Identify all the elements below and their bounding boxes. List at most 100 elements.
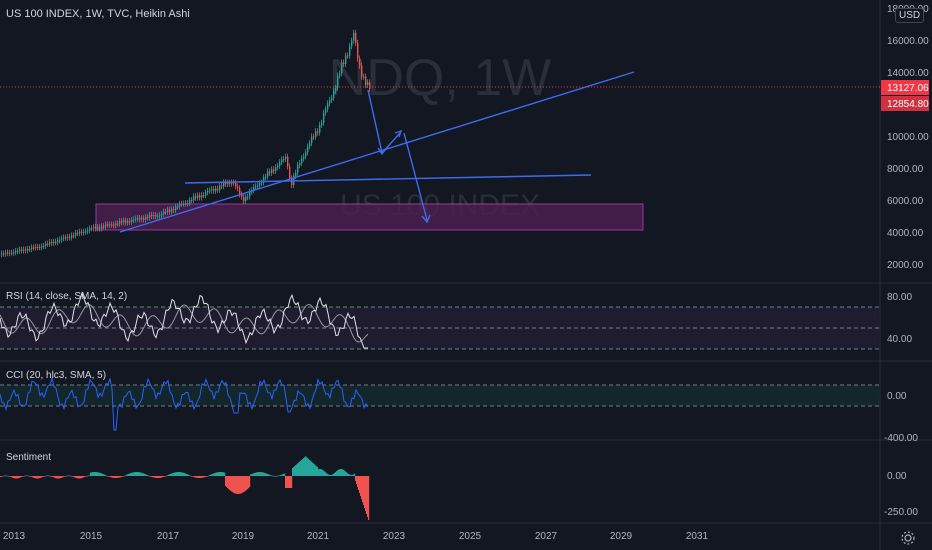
candle-body — [77, 232, 79, 234]
candle-body — [73, 235, 75, 237]
sentiment-bar — [81, 476, 83, 479]
sentiment-bar — [5, 475, 7, 477]
candle-body — [7, 252, 9, 254]
candle-body — [317, 131, 319, 133]
sentiment-legend[interactable]: Sentiment — [6, 452, 52, 463]
candle-body — [105, 224, 107, 227]
horizontal-trendline[interactable] — [184, 174, 592, 184]
sentiment-bar — [316, 466, 318, 476]
sentiment-bar — [60, 476, 62, 479]
sentiment-bar — [90, 472, 92, 476]
sentiment-bar — [216, 472, 218, 476]
sentiment-bar — [197, 476, 199, 478]
sentiment-bar — [78, 476, 80, 479]
sentiment-bar — [125, 475, 127, 476]
sentiment-bar — [242, 476, 244, 493]
sentiment-bar — [89, 475, 91, 477]
price-axis-label: 2000.00 — [887, 260, 924, 271]
currency-button[interactable]: USD — [895, 8, 925, 23]
sentiment-bar — [135, 472, 137, 476]
candle-body — [313, 136, 315, 138]
candle-body — [363, 76, 365, 78]
sentiment-bar — [362, 476, 364, 502]
candle-body — [351, 40, 353, 47]
sentiment-bar — [147, 475, 149, 476]
time-axis-label: 2025 — [459, 531, 482, 542]
sentiment-bar — [123, 476, 125, 477]
sentiment-bar — [47, 475, 49, 477]
candle-body — [131, 220, 133, 222]
sentiment-bar — [117, 476, 119, 478]
gear-icon[interactable] — [901, 531, 915, 545]
sentiment-bar — [118, 476, 120, 478]
sentiment-bar — [34, 476, 36, 479]
sentiment-bar — [116, 476, 118, 478]
sentiment-bar — [7, 475, 9, 477]
candle-body — [215, 188, 217, 191]
candle-body — [335, 87, 337, 91]
support-zone-rectangle[interactable] — [95, 203, 644, 231]
sentiment-bar — [15, 476, 17, 479]
time-axis-label: 2031 — [686, 531, 709, 542]
sentiment-bar — [87, 475, 89, 477]
sentiment-bar — [235, 476, 237, 494]
sentiment-bar — [64, 476, 66, 477]
rising-trendline[interactable] — [119, 71, 635, 233]
sentiment-bar — [22, 476, 24, 477]
candle-body — [97, 227, 99, 229]
candle-body — [155, 215, 157, 217]
sentiment-bar — [142, 473, 144, 476]
candle-body — [109, 224, 111, 226]
rsi-legend[interactable]: RSI (14, close, SMA, 14, 2) — [6, 291, 128, 302]
sentiment-bar — [166, 475, 168, 477]
sentiment-bar — [76, 476, 78, 479]
arrow-down-2[interactable] — [403, 132, 428, 221]
sentiment-bar — [8, 475, 10, 477]
sentiment-bar — [49, 475, 51, 477]
candle-body — [179, 203, 181, 207]
arrow-down-1[interactable] — [367, 89, 383, 154]
arrowhead-2 — [394, 129, 403, 138]
sentiment-bar — [63, 476, 65, 477]
candle-body — [203, 195, 205, 197]
sentiment-bar — [220, 472, 222, 476]
time-axis-label: 2015 — [80, 531, 103, 542]
candle-body — [349, 46, 351, 56]
sentiment-bar — [294, 466, 296, 476]
candle-body — [237, 186, 239, 189]
candle-body — [321, 122, 323, 125]
sentiment-bar — [191, 476, 193, 477]
candle-body — [101, 226, 103, 229]
sentiment-bar — [0, 476, 2, 477]
time-axis[interactable]: 2013 2015 2017 2019 2021 2023 2025 2027 … — [3, 531, 709, 542]
sentiment-bar — [127, 474, 129, 476]
sentiment-bar — [80, 476, 82, 479]
sentiment-bar — [132, 472, 134, 476]
candle-body — [189, 200, 191, 204]
trend-drawings[interactable] — [119, 71, 635, 233]
sentiment-bar — [314, 464, 316, 476]
candle-body — [63, 237, 65, 239]
sentiment-bar — [208, 475, 210, 477]
sentiment-bar — [156, 476, 158, 478]
sentiment-bar — [286, 476, 288, 488]
candle-body — [83, 231, 85, 233]
cci-legend[interactable]: CCI (20, hlc3, SMA, 5) — [6, 370, 107, 381]
rsi-band-fill — [0, 307, 880, 349]
price-axis-label: 4000.00 — [887, 228, 924, 239]
sentiment-bar — [218, 472, 220, 476]
sentiment-bar — [252, 473, 254, 476]
sentiment-bar — [96, 472, 98, 476]
symbol-legend[interactable]: US 100 INDEX, 1W, TVC, Heikin Ashi — [6, 8, 190, 20]
sentiment-bar — [344, 470, 346, 476]
sentiment-bar — [124, 475, 126, 477]
sentiment-bar — [287, 476, 289, 488]
candle-body — [275, 167, 277, 172]
rsi-line — [0, 291, 368, 349]
cci-band-fill — [0, 385, 880, 406]
price-axis-label: 8000.00 — [887, 164, 924, 175]
candle-body — [135, 218, 137, 220]
sentiment-bar — [196, 476, 198, 478]
candle-body — [29, 248, 31, 250]
